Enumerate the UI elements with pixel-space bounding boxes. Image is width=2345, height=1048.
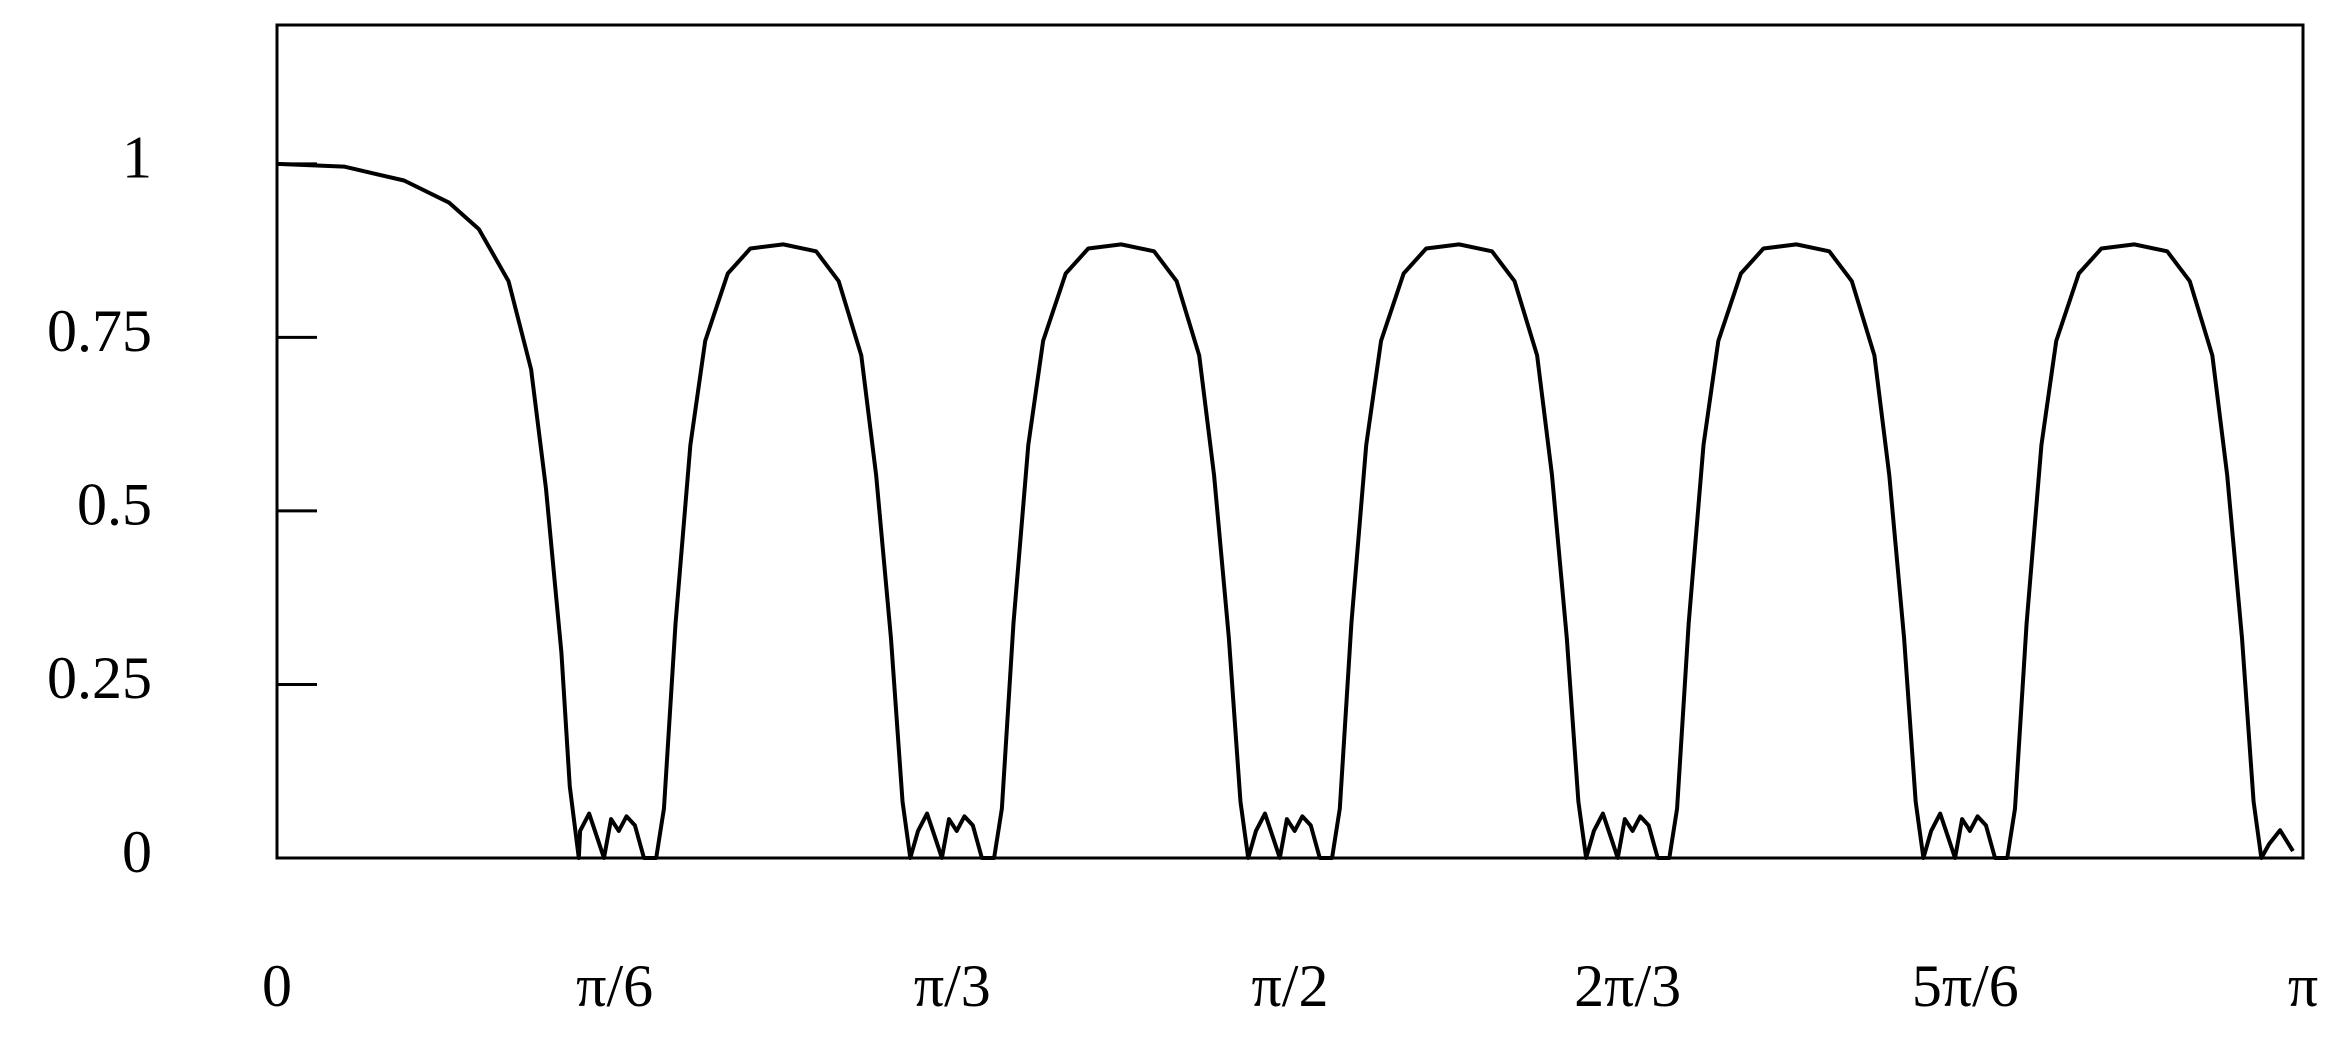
y-tick-label: 0: [122, 819, 152, 885]
y-tick-label: 1: [122, 125, 152, 191]
plot-frame: [275, 23, 2305, 860]
x-tick-label: π: [2288, 953, 2318, 1019]
x-tick-label: 2π/3: [1574, 953, 1681, 1019]
x-tick-label: π/3: [914, 953, 991, 1019]
y-tick-label: 0.5: [77, 472, 152, 538]
x-tick-label: 0: [262, 953, 292, 1019]
y-tick-label: 0.25: [47, 645, 152, 711]
x-tick-label: 5π/6: [1912, 953, 2019, 1019]
x-tick-label: π/2: [1252, 953, 1329, 1019]
y-tick-label: 0.75: [47, 298, 152, 364]
data-line: [276, 161, 2295, 860]
x-tick-label: π/6: [576, 953, 653, 1019]
